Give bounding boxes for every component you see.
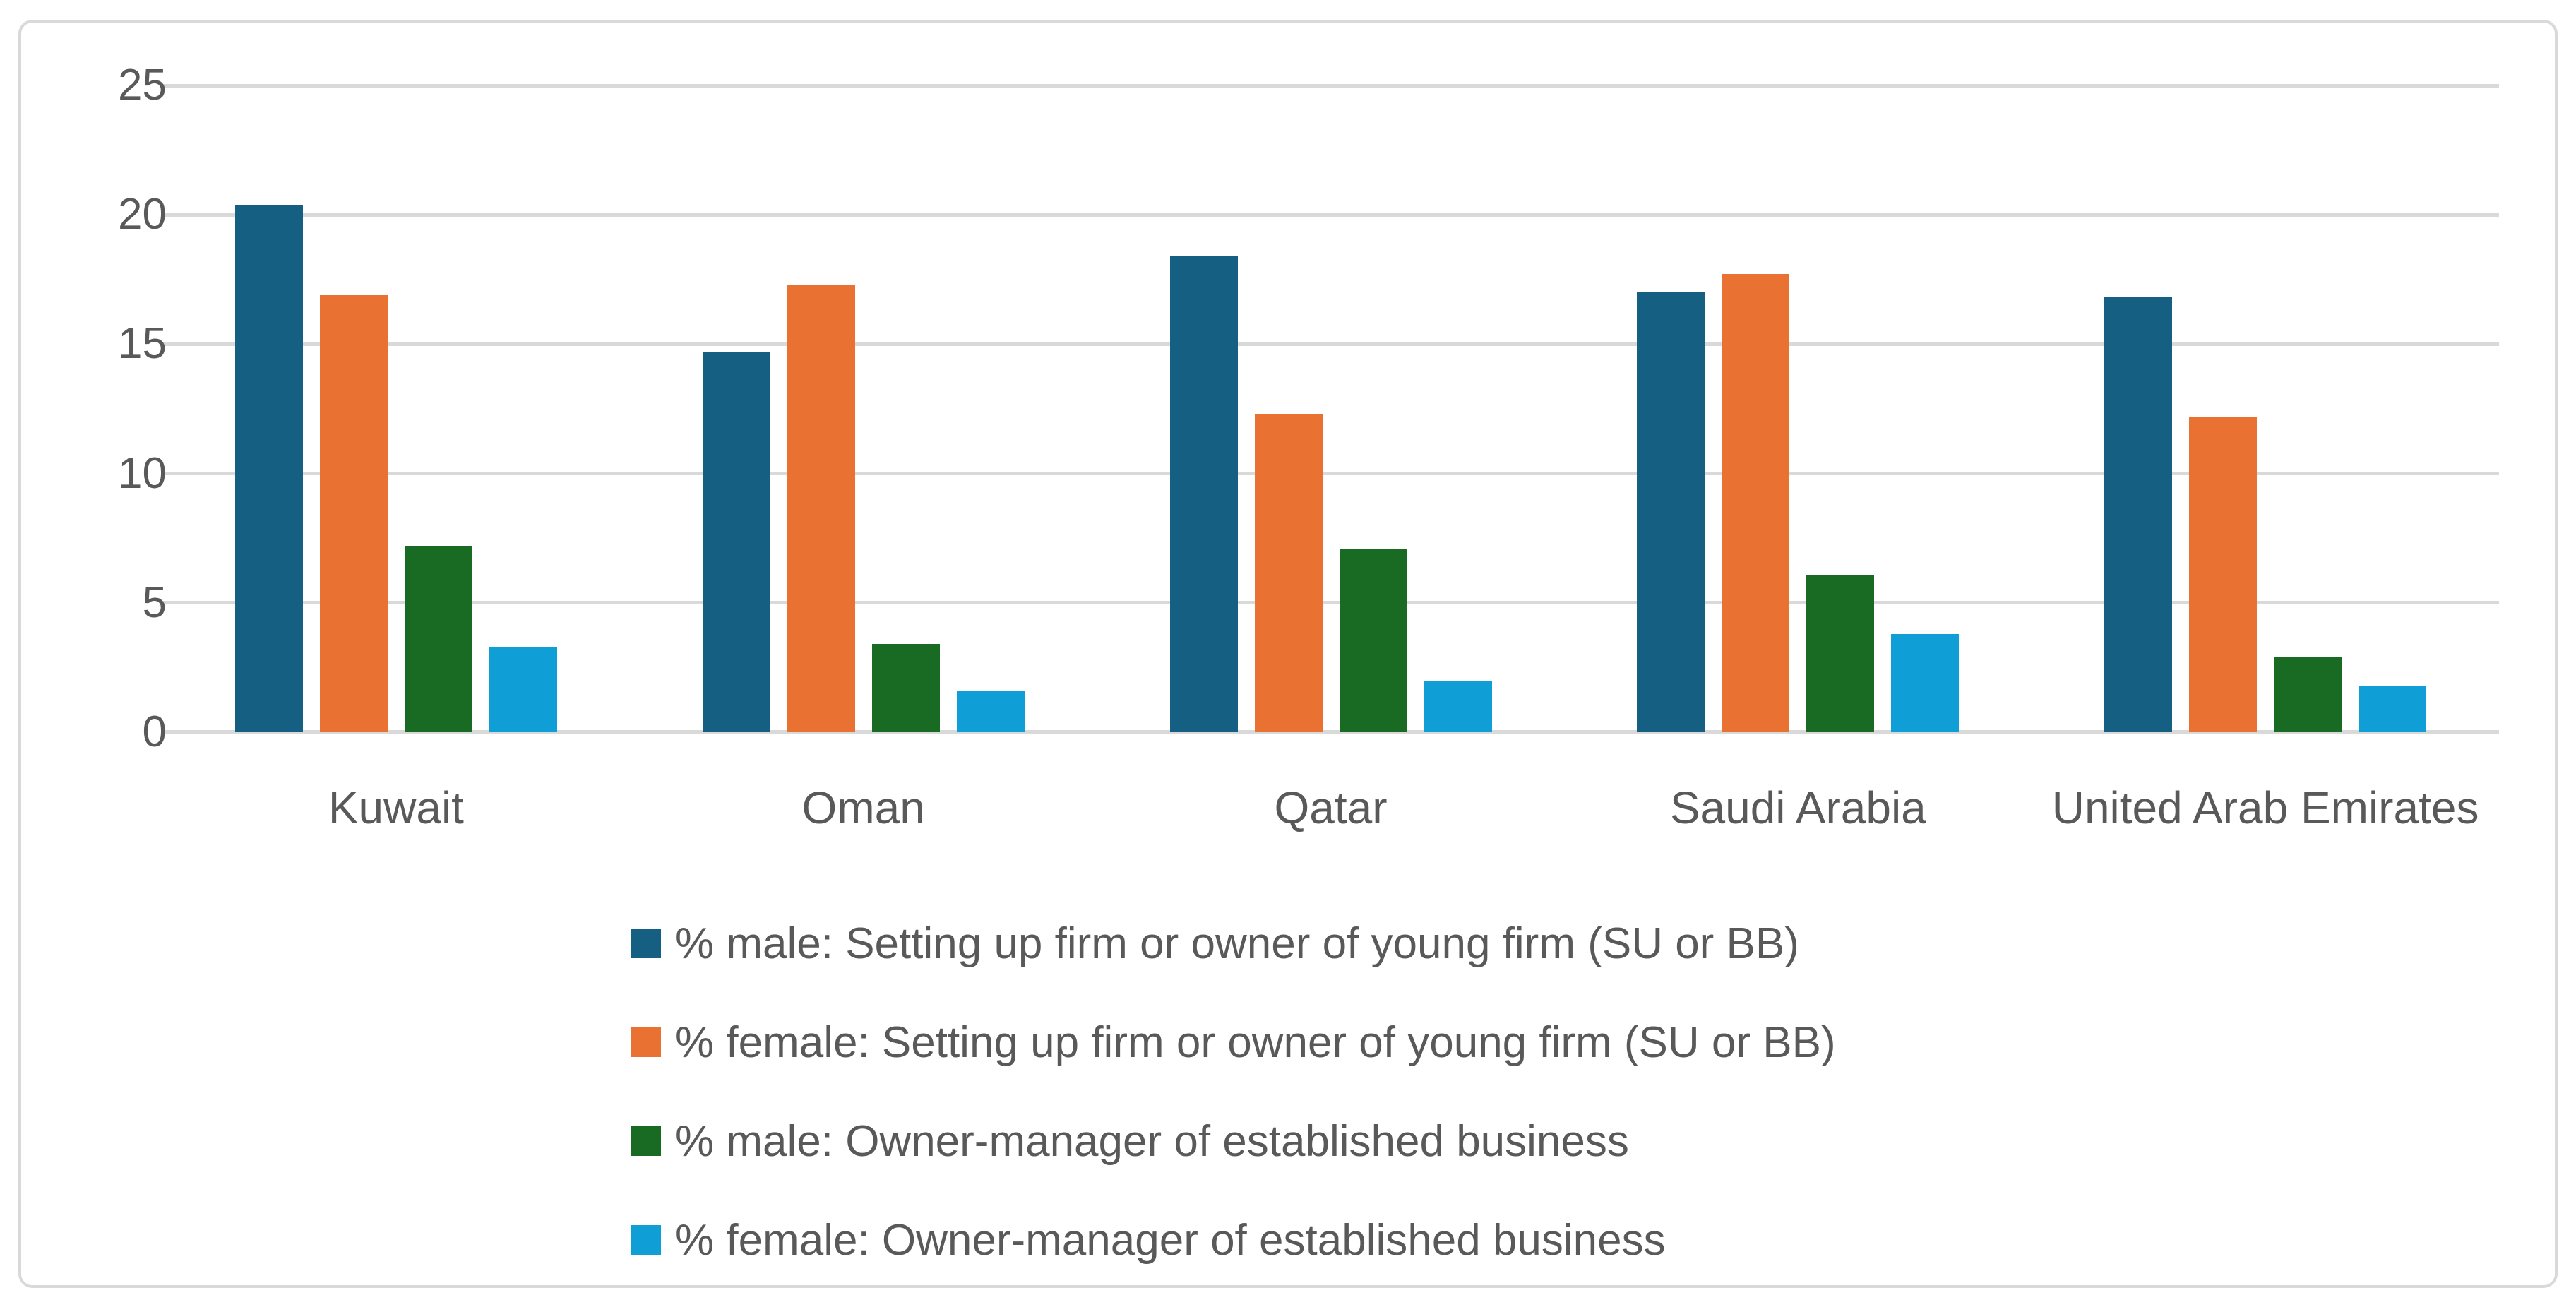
gridline-10 [162, 472, 2499, 476]
legend-label: % female: Setting up firm or owner of yo… [675, 1017, 1836, 1067]
gridline-25 [162, 83, 2499, 88]
legend-swatch-icon [631, 929, 661, 958]
category-label-oman: Oman [801, 782, 925, 833]
legend-item-3: % male: Owner-manager of established bus… [631, 1092, 1836, 1190]
legend-label: % female: Owner-manager of established b… [675, 1215, 1666, 1265]
bar-series4-qatar [1424, 680, 1492, 732]
gridline-5 [162, 601, 2499, 605]
bar-series4-united-arab-emirates [2359, 686, 2427, 732]
bar-series2-kuwait [319, 294, 388, 732]
gridline-15 [162, 342, 2499, 346]
y-tick-label-25: 25 [118, 61, 167, 109]
bar-series3-oman [871, 644, 940, 732]
legend-item-4: % female: Owner-manager of established b… [631, 1190, 1836, 1289]
y-tick-label-15: 15 [118, 319, 167, 369]
y-tick-label-20: 20 [118, 190, 167, 239]
bar-series1-united-arab-emirates [2104, 297, 2173, 732]
bar-series3-saudi-arabia [1806, 574, 1875, 732]
legend-swatch-icon [631, 1225, 661, 1255]
bar-series4-oman [956, 691, 1025, 732]
legend-swatch-icon [631, 1027, 661, 1057]
y-tick-label-5: 5 [142, 578, 167, 627]
bar-series2-qatar [1254, 414, 1323, 732]
gridline-20 [162, 213, 2499, 217]
category-label-kuwait: Kuwait [328, 782, 464, 833]
category-label-saudi-arabia: Saudi Arabia [1669, 782, 1926, 833]
legend-label: % male: Setting up firm or owner of youn… [675, 919, 1799, 968]
bar-series4-kuwait [489, 647, 557, 732]
bar-series1-kuwait [234, 204, 303, 732]
legend-label: % male: Owner-manager of established bus… [675, 1116, 1629, 1166]
bar-series2-oman [787, 285, 855, 732]
legend-item-1: % male: Setting up firm or owner of youn… [631, 894, 1836, 993]
bar-series3-united-arab-emirates [2274, 657, 2342, 732]
legend-item-2: % female: Setting up firm or owner of yo… [631, 993, 1836, 1092]
bar-series1-saudi-arabia [1637, 292, 1705, 732]
category-label-united-arab-emirates: United Arab Emirates [2051, 782, 2479, 833]
bar-series4-saudi-arabia [1891, 633, 1960, 732]
chart-border-frame: 0 5 10 15 20 25 Kuwait Oman Qatar Saudi Arabia Un… [18, 20, 2558, 1288]
bar-series2-united-arab-emirates [2189, 417, 2258, 732]
bar-series3-kuwait [404, 546, 472, 732]
bar-series1-oman [702, 352, 770, 732]
plot-area [162, 83, 2499, 734]
category-label-qatar: Qatar [1274, 782, 1388, 833]
bar-series1-qatar [1169, 256, 1238, 732]
legend-swatch-icon [631, 1126, 661, 1156]
y-tick-label-10: 10 [118, 448, 167, 498]
chart-legend: % male: Setting up firm or owner of youn… [631, 894, 1836, 1289]
bar-series3-qatar [1339, 548, 1407, 732]
y-tick-label-0: 0 [142, 708, 167, 756]
gridline-0 [162, 730, 2499, 734]
bar-series2-saudi-arabia [1722, 274, 1790, 732]
